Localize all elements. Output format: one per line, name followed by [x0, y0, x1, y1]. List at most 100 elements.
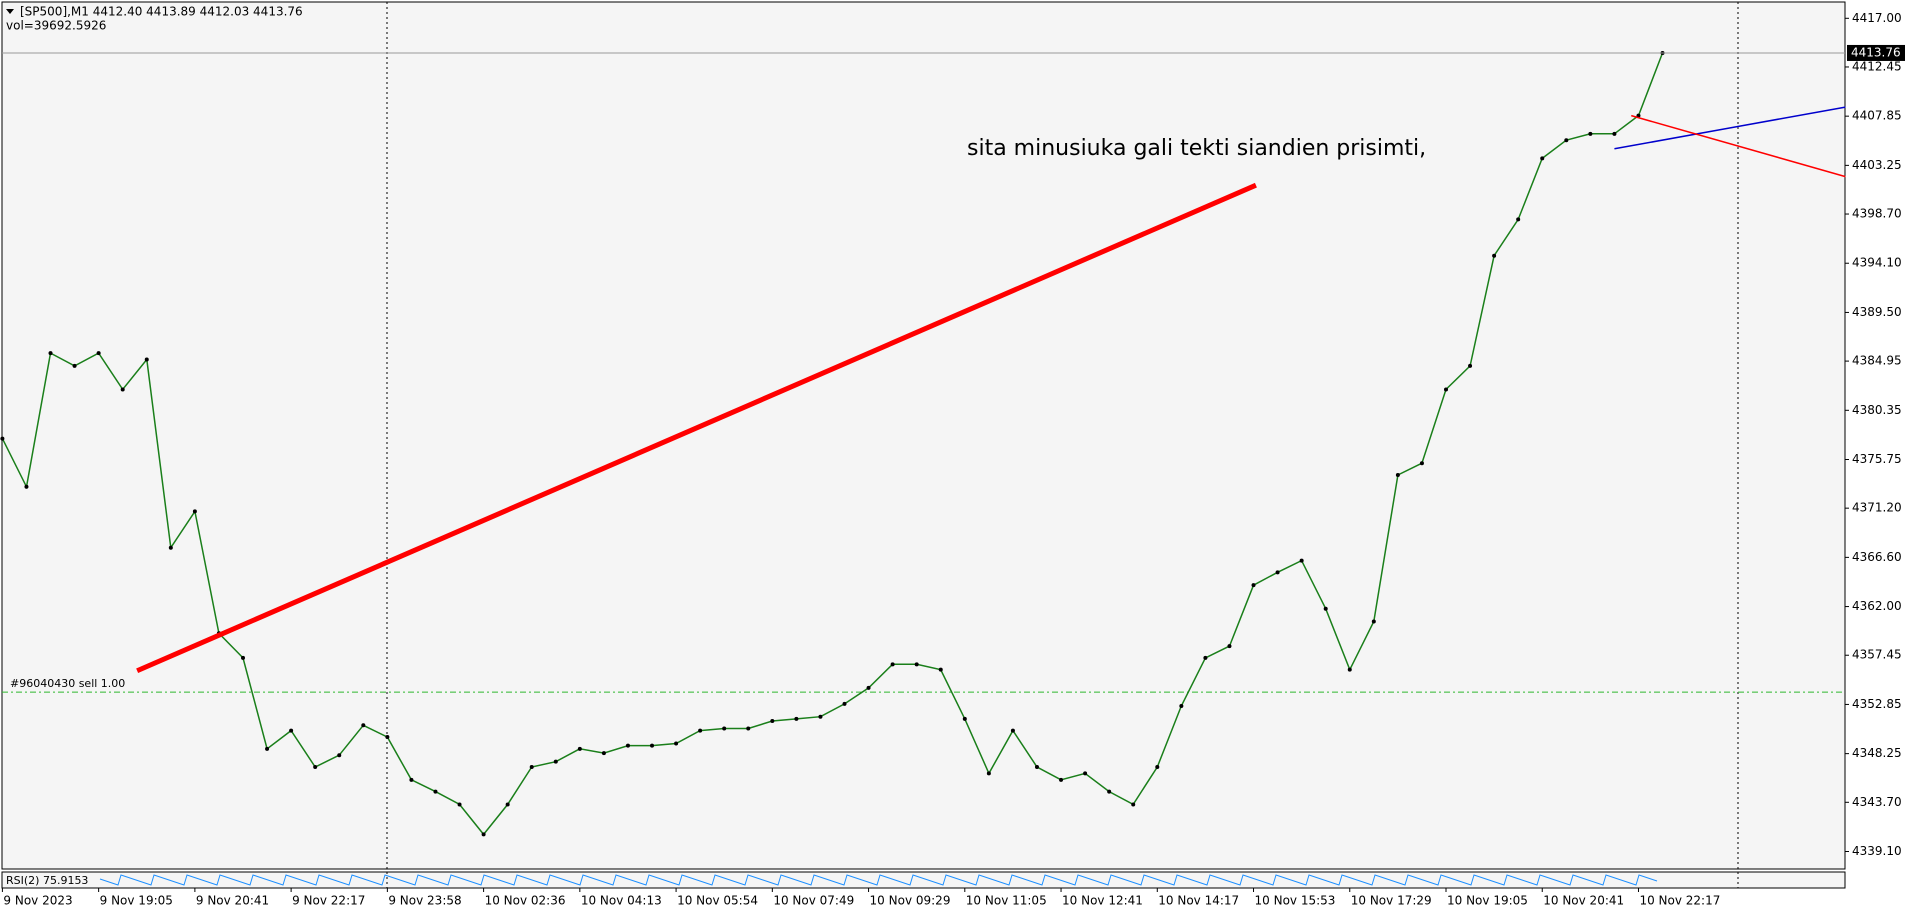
menu-triangle[interactable]: [6, 9, 14, 14]
x-tick-label: 9 Nov 20:41: [196, 894, 269, 908]
price-point: [866, 685, 871, 690]
y-tick-label: 4362.00: [1852, 599, 1902, 613]
x-tick-label: 10 Nov 04:13: [581, 894, 662, 908]
y-tick-label: 4357.45: [1852, 648, 1902, 662]
y-tick-label: 4417.00: [1852, 11, 1902, 25]
x-tick-label: 9 Nov 22:17: [292, 894, 365, 908]
price-point: [505, 802, 510, 807]
price-point: [265, 746, 270, 751]
price-point: [1419, 461, 1424, 466]
price-point: [144, 357, 149, 362]
price-point: [1564, 138, 1569, 143]
x-tick-label: 10 Nov 12:41: [1062, 894, 1143, 908]
price-point: [361, 723, 366, 728]
trend-line: [1614, 106, 1846, 150]
price-point: [1323, 606, 1328, 611]
x-tick-label: 10 Nov 17:29: [1351, 894, 1432, 908]
price-point: [1155, 765, 1160, 770]
x-tick-label: 10 Nov 22:17: [1639, 894, 1720, 908]
price-point: [842, 701, 847, 706]
y-tick-label: 4394.10: [1852, 256, 1902, 270]
price-point: [96, 351, 101, 356]
price-point: [1203, 655, 1208, 660]
trend-line: [1631, 114, 1846, 178]
price-point: [890, 662, 895, 667]
plot-area: [1, 1, 1846, 870]
price-point: [818, 714, 823, 719]
price-point: [650, 743, 655, 748]
price-point: [722, 726, 727, 731]
y-tick-label: 4389.50: [1852, 305, 1902, 319]
last-price-box: [1847, 44, 1905, 61]
annotation: sita minusiuka gali tekti siandien prisi…: [967, 136, 1426, 161]
order-label: #96040430 sell 1.00: [10, 677, 125, 690]
x-tick-label: 10 Nov 09:29: [870, 894, 951, 908]
price-point: [674, 741, 679, 746]
price-point: [457, 802, 462, 807]
price-point: [986, 771, 991, 776]
price-point: [601, 751, 606, 756]
price-point: [72, 363, 77, 368]
y-tick-label: 4339.10: [1852, 844, 1902, 858]
x-tick-label: 10 Nov 20:41: [1543, 894, 1624, 908]
price-point: [1227, 644, 1232, 649]
last-price-label: 4413.76: [1851, 45, 1901, 59]
price-point: [553, 759, 558, 764]
price-point: [192, 509, 197, 514]
y-tick-label: 4412.45: [1852, 59, 1902, 73]
price-point: [577, 746, 582, 751]
price-point: [1034, 765, 1039, 770]
indicator-label: RSI(2) 75.9153: [6, 874, 88, 887]
x-tick-label: 10 Nov 07:49: [773, 894, 854, 908]
price-point: [1540, 156, 1545, 161]
price-point: [962, 716, 967, 721]
price-point: [385, 735, 390, 740]
x-tick-label: 10 Nov 19:05: [1447, 894, 1528, 908]
y-tick-label: 4380.35: [1852, 403, 1902, 417]
price-point: [1588, 131, 1593, 136]
price-point: [481, 832, 486, 837]
price-point: [1395, 473, 1400, 478]
price-point: [794, 716, 799, 721]
chart-header: [SP500],M1 4412.40 4413.89 4412.03 4413.…: [20, 5, 303, 19]
price-point: [1251, 583, 1256, 588]
x-tick-label: 10 Nov 11:05: [966, 894, 1047, 908]
price-point: [1347, 667, 1352, 672]
price-point: [1059, 777, 1064, 782]
y-tick-label: 4375.75: [1852, 452, 1902, 466]
price-point: [625, 743, 630, 748]
price-point: [241, 655, 245, 660]
price-point: [1299, 558, 1304, 563]
price-point: [1107, 789, 1112, 794]
price-point: [313, 765, 318, 770]
price-point: [409, 777, 414, 782]
price-point: [120, 387, 125, 392]
y-tick-label: 4371.20: [1852, 501, 1902, 515]
x-tick-label: 10 Nov 14:17: [1158, 894, 1239, 908]
price-point: [1275, 570, 1280, 575]
price-point: [337, 753, 342, 758]
price-point: [1468, 363, 1473, 368]
price-point: [289, 728, 294, 733]
x-tick-label: 9 Nov 23:58: [388, 894, 461, 908]
y-tick-label: 4352.85: [1852, 697, 1902, 711]
indicator-window: [1, 871, 1846, 889]
price-point: [529, 765, 534, 770]
price-point: [770, 719, 775, 724]
x-tick-label: 10 Nov 15:53: [1255, 894, 1336, 908]
price-point: [168, 545, 173, 550]
y-tick-label: 4343.70: [1852, 795, 1902, 809]
price-point: [1612, 131, 1617, 136]
price-point: [1083, 771, 1088, 776]
price-point: [1010, 728, 1015, 733]
price-point: [1492, 253, 1497, 258]
x-tick-label: 10 Nov 02:36: [485, 894, 566, 908]
volume-label: vol=39692.5926: [6, 19, 106, 33]
x-tick-label: 9 Nov 2023: [3, 894, 72, 908]
price-point: [1516, 217, 1521, 222]
x-tick-label: 10 Nov 05:54: [677, 894, 758, 908]
price-point: [914, 662, 919, 667]
price-point: [1371, 619, 1376, 624]
price-point: [1444, 387, 1448, 392]
